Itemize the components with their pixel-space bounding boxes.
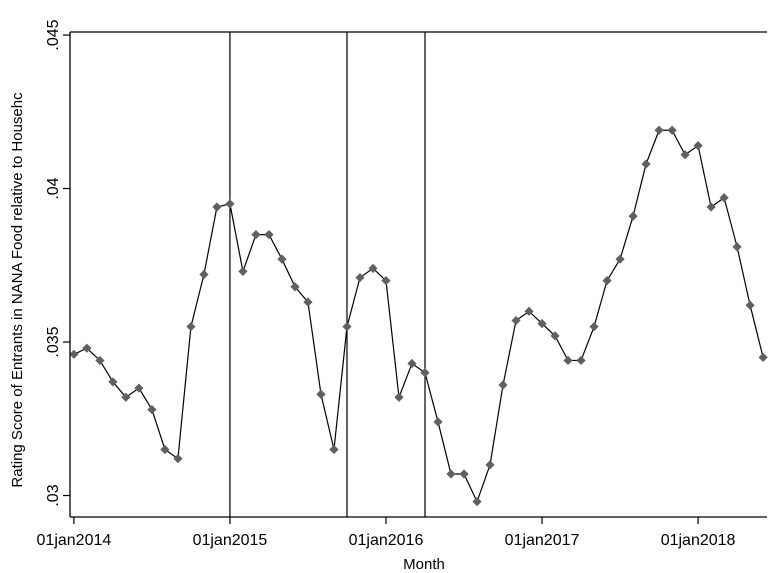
data-point — [134, 383, 144, 393]
data-point — [732, 242, 742, 252]
data-point — [329, 444, 339, 455]
data-point — [381, 276, 391, 286]
data-point — [368, 263, 378, 273]
series-markers — [69, 125, 768, 507]
data-point — [667, 125, 677, 135]
data-point — [212, 202, 222, 212]
data-point — [394, 392, 404, 402]
data-point — [277, 254, 287, 264]
data-point — [420, 368, 430, 378]
data-point — [706, 202, 716, 212]
data-point — [147, 404, 157, 415]
data-point — [173, 454, 183, 464]
data-point — [524, 306, 534, 316]
data-point — [433, 417, 443, 427]
x-tick-label: 01jan2015 — [193, 532, 268, 549]
y-axis-title: Rating Score of Entrants in NANA Food re… — [9, 92, 26, 488]
data-point — [719, 193, 729, 203]
data-point — [485, 460, 495, 470]
data-point — [303, 297, 313, 307]
y-tick-label: .03 — [45, 484, 62, 506]
data-point — [563, 355, 573, 366]
reference-lines — [229, 32, 426, 517]
data-point — [758, 352, 768, 362]
data-point — [550, 331, 560, 341]
data-point — [251, 229, 261, 240]
data-point — [316, 389, 326, 399]
data-point — [576, 355, 586, 366]
data-point — [121, 392, 131, 402]
data-point — [602, 276, 612, 286]
data-point — [498, 380, 508, 390]
y-axis-ticks: .03 .035 .04 .045 — [45, 19, 70, 507]
axes — [69, 31, 767, 518]
data-point — [160, 444, 170, 455]
series-line-group — [73, 129, 764, 504]
data-point — [537, 319, 547, 329]
data-point — [745, 300, 755, 310]
x-tick-label: 01jan2014 — [37, 532, 112, 549]
data-point — [225, 199, 235, 209]
data-point — [355, 272, 365, 283]
data-point — [238, 266, 248, 277]
data-point — [472, 497, 482, 507]
y-tick-label: .04 — [45, 177, 62, 199]
data-point — [654, 125, 664, 135]
data-point — [641, 159, 651, 169]
data-point — [264, 229, 274, 240]
data-point — [628, 211, 638, 221]
data-point — [615, 254, 625, 264]
x-tick-label: 01jan2018 — [661, 532, 736, 549]
data-point — [589, 322, 599, 332]
series-line — [73, 129, 764, 504]
data-point — [680, 150, 690, 160]
x-axis-title: Month — [403, 556, 445, 573]
x-axis-ticks: 01jan2014 01jan2015 01jan2016 01jan2017 01ja… — [37, 517, 736, 549]
y-tick-label: .045 — [45, 19, 62, 50]
data-point — [511, 315, 521, 326]
data-point — [693, 140, 703, 151]
data-point — [407, 358, 417, 369]
data-point — [186, 322, 196, 332]
data-point — [446, 469, 456, 479]
x-tick-label: 01jan2017 — [505, 532, 580, 549]
data-point — [69, 349, 79, 359]
data-point — [342, 322, 352, 332]
data-point — [95, 355, 105, 366]
data-point — [459, 469, 469, 479]
x-tick-label: 01jan2016 — [349, 532, 424, 549]
y-tick-label: .035 — [45, 326, 62, 357]
data-point — [108, 377, 118, 387]
data-point — [290, 282, 300, 292]
data-point — [82, 343, 92, 353]
data-point — [199, 269, 209, 280]
